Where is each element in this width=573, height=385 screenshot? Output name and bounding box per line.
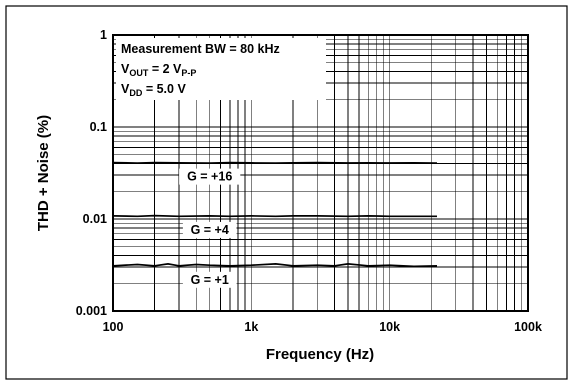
- plot-area: [112, 34, 529, 312]
- x-tick-label: 1k: [244, 320, 258, 334]
- series-line-2: [112, 214, 437, 218]
- series-label: G = +16: [187, 170, 232, 184]
- y-axis-title: THD + Noise (%): [35, 115, 52, 231]
- series-layer: [112, 161, 438, 268]
- series-line-3: [112, 263, 438, 268]
- condition-vout: VOUT = 2 VP-P: [121, 62, 196, 78]
- y-tick-label: 0.1: [90, 120, 107, 134]
- series-line-1: [112, 161, 438, 164]
- y-tick-label: 0.01: [83, 212, 107, 226]
- series-label: G = +4: [191, 223, 229, 237]
- series-labels: G = +16 G = +4 G = +1: [179, 168, 241, 288]
- x-tick-label: 100: [103, 320, 124, 334]
- series-label-bg: [182, 271, 237, 288]
- tick-labels: 100 1k 10k 100k 1 0.1 0.01 0.001: [76, 28, 542, 334]
- series-label-bg: [182, 221, 237, 238]
- y-tick-label: 0.001: [76, 304, 107, 318]
- series-label-bg: [179, 168, 241, 185]
- conditions-box: [116, 38, 326, 100]
- condition-vdd: VDD = 5.0 V: [121, 82, 186, 98]
- series-label: G = +1: [191, 273, 229, 287]
- y-tick-label: 1: [100, 28, 107, 42]
- x-tick-label: 10k: [379, 320, 400, 334]
- condition-bw: Measurement BW = 80 kHz: [121, 42, 280, 56]
- x-tick-label: 100k: [514, 320, 542, 334]
- x-axis-title: Frequency (Hz): [266, 346, 374, 363]
